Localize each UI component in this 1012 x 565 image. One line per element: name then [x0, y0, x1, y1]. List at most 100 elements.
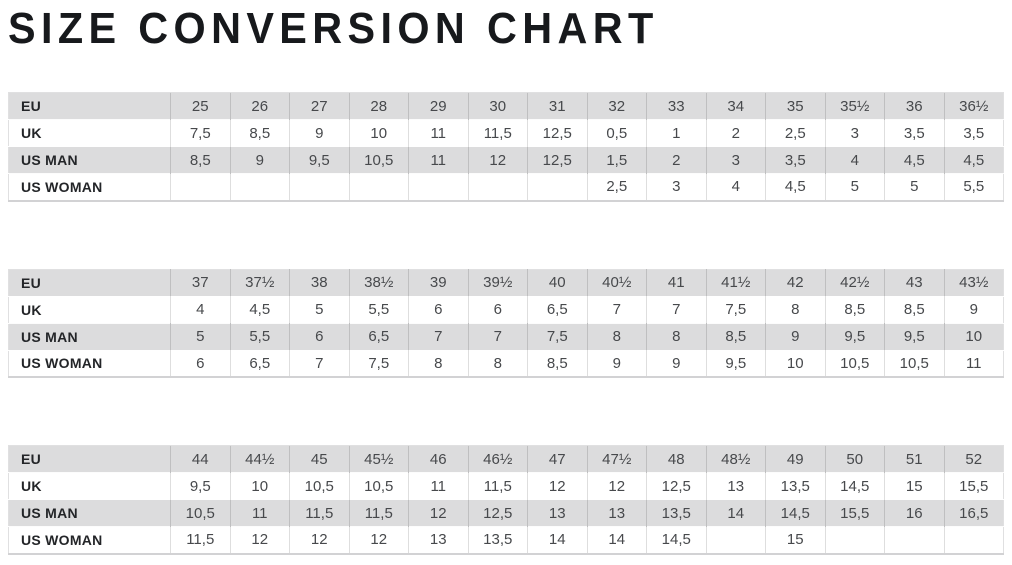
size-cell [289, 173, 349, 201]
size-cell: 11 [408, 472, 468, 500]
row-label: US WOMAN [8, 349, 171, 377]
table-row: EU 37 37½ 38 38½ 39 39½ 40 40½ 41 41½ 42 42½ 43 43½ [8, 269, 1004, 296]
size-cell: 8 [586, 322, 647, 350]
size-cell: 38½ [348, 269, 409, 296]
size-cell: 47½ [586, 445, 647, 473]
size-cell: 31 [527, 92, 587, 120]
page-title: SIZE CONVERSION CHART [8, 4, 659, 53]
size-cell: 42 [765, 269, 825, 296]
size-cell: 27 [289, 92, 349, 120]
size-cell: 11,5 [467, 119, 528, 147]
size-cell: 10,5 [289, 472, 349, 500]
conversion-table-2: EU 37 37½ 38 38½ 39 39½ 40 40½ 41 41½ 42 42½ 43 43½ UK 4… [8, 268, 1004, 378]
row-label: UK [8, 119, 171, 147]
size-cell: 5,5 [943, 173, 1004, 201]
size-cell: 10 [229, 472, 290, 500]
size-cell: 9,5 [170, 472, 230, 500]
size-cell: 13,5 [467, 526, 528, 554]
size-cell: 2,5 [765, 119, 825, 147]
size-cell: 6 [467, 295, 528, 323]
size-cell: 45 [289, 445, 349, 473]
size-cell: 5,5 [229, 322, 290, 350]
size-cell: 1 [646, 119, 706, 147]
size-cell: 8 [765, 295, 825, 323]
size-cell: 15 [884, 472, 944, 500]
size-cell: 12 [408, 499, 468, 527]
size-cell: 1,5 [586, 146, 647, 174]
size-cell: 11,5 [170, 526, 230, 554]
size-cell: 10,5 [884, 349, 944, 377]
size-cell: 6,5 [229, 349, 290, 377]
size-cell: 11,5 [348, 499, 409, 527]
conversion-table-1: EU 25 26 27 28 29 30 31 32 33 34 35 35½ 36 36½ UK 7,5 8,5… [8, 92, 1004, 202]
size-cell: 9 [943, 295, 1004, 323]
size-cell: 8 [408, 349, 468, 377]
size-cell: 10,5 [348, 472, 409, 500]
size-cell: 13,5 [765, 472, 825, 500]
size-cell: 8,5 [229, 119, 290, 147]
size-cell: 16,5 [943, 499, 1004, 527]
size-cell: 6 [408, 295, 468, 323]
size-cell: 4 [705, 173, 766, 201]
size-cell: 15 [765, 526, 825, 554]
conversion-table-3: EU 44 44½ 45 45½ 46 46½ 47 47½ 48 48½ 49 50 51 52 UK 9,5… [8, 445, 1004, 555]
size-cell: 48 [646, 445, 706, 473]
size-cell: 9,5 [824, 322, 885, 350]
size-cell: 10 [348, 119, 409, 147]
row-label: US MAN [8, 499, 171, 527]
size-cell: 41 [646, 269, 706, 296]
size-cell: 14 [705, 499, 766, 527]
size-cell: 36½ [943, 92, 1004, 120]
size-cell: 11,5 [467, 472, 528, 500]
size-cell: 28 [348, 92, 409, 120]
size-cell: 29 [408, 92, 468, 120]
size-cell: 9 [229, 146, 290, 174]
size-cell: 10 [943, 322, 1004, 350]
size-cell: 4,5 [943, 146, 1004, 174]
size-cell: 8,5 [824, 295, 885, 323]
table-row: US MAN 8,5 9 9,5 10,5 11 12 12,5 1,5 2 3 3,5 4 4,5 4,5 [8, 146, 1004, 174]
size-cell: 2 [705, 119, 766, 147]
size-cell: 11 [229, 499, 290, 527]
size-cell: 12 [229, 526, 290, 554]
size-cell: 15,5 [824, 499, 885, 527]
size-cell: 37½ [229, 269, 290, 296]
size-cell: 8 [467, 349, 528, 377]
row-label: US MAN [8, 146, 171, 174]
size-cell [705, 526, 766, 554]
size-cell: 10,5 [824, 349, 885, 377]
size-cell: 43½ [943, 269, 1004, 296]
size-cell: 38 [289, 269, 349, 296]
size-cell [348, 173, 409, 201]
size-cell: 2,5 [586, 173, 647, 201]
size-cell: 3,5 [884, 119, 944, 147]
size-cell: 37 [170, 269, 230, 296]
size-cell: 7,5 [348, 349, 409, 377]
size-cell: 12,5 [527, 119, 587, 147]
size-cell: 12 [289, 526, 349, 554]
size-cell: 14,5 [765, 499, 825, 527]
size-cell: 12,5 [527, 146, 587, 174]
size-cell: 4 [170, 295, 230, 323]
size-cell: 6 [289, 322, 349, 350]
conversion-tables: EU 25 26 27 28 29 30 31 32 33 34 35 35½ 36 36½ UK 7,5 8,5… [8, 92, 1004, 555]
table-row: EU 25 26 27 28 29 30 31 32 33 34 35 35½ 36 36½ [8, 92, 1004, 120]
size-cell: 13 [408, 526, 468, 554]
size-cell: 52 [943, 445, 1004, 473]
table-row: UK 4 4,5 5 5,5 6 6 6,5 7 7 7,5 8 8,5 8,5 9 [8, 295, 1004, 323]
size-cell: 0,5 [586, 119, 647, 147]
size-cell: 5 [824, 173, 885, 201]
size-cell: 43 [884, 269, 944, 296]
size-cell: 14,5 [824, 472, 885, 500]
size-cell: 9 [289, 119, 349, 147]
row-label: EU [21, 274, 42, 291]
size-cell: 10,5 [170, 499, 230, 527]
size-cell: 2 [646, 146, 706, 174]
size-cell: 4,5 [765, 173, 825, 201]
size-cell: 10,5 [348, 146, 409, 174]
row-label: US MAN [8, 322, 171, 350]
size-cell: 9 [646, 349, 706, 377]
size-cell: 44½ [229, 445, 290, 473]
size-cell: 5 [170, 322, 230, 350]
size-cell: 13,5 [646, 499, 706, 527]
